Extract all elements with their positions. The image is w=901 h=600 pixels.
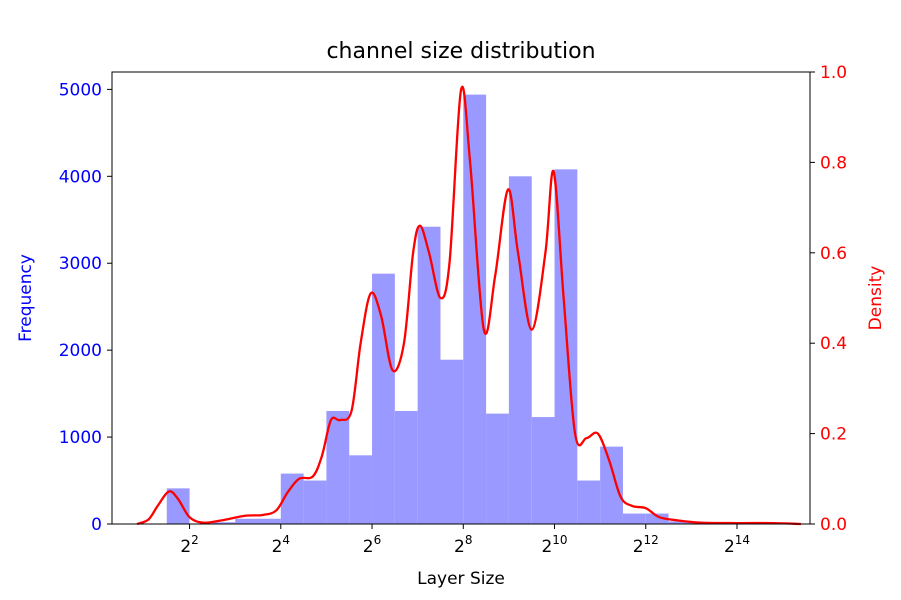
- histogram-bar: [166, 488, 190, 524]
- left-axis-ticks: 0 1000 2000 3000 4000 5000: [59, 80, 112, 535]
- histogram-bar: [645, 513, 669, 524]
- x-tick-label: 212: [633, 533, 659, 557]
- right-tick-label: 0.8: [820, 153, 847, 173]
- x-axis-ticks: 22 24 26 28 210 212 214: [180, 524, 750, 557]
- left-tick-label: 4000: [59, 167, 102, 187]
- histogram-bar: [577, 480, 601, 524]
- x-tick-label: 26: [363, 533, 381, 557]
- histogram-bar: [622, 513, 646, 524]
- histogram-bar: [372, 273, 395, 524]
- right-tick-label: 0.2: [820, 425, 847, 445]
- x-tick-label: 214: [724, 533, 750, 557]
- right-axis-ticks: 0.0 0.2 0.4 0.6 0.8 1.0: [810, 63, 847, 535]
- histogram-bar: [600, 446, 623, 524]
- histogram-bar: [257, 518, 281, 524]
- right-axis-label: Density: [866, 266, 886, 331]
- histogram-bar: [668, 521, 692, 524]
- x-tick-label: 24: [272, 533, 290, 557]
- histogram-bar: [280, 473, 304, 524]
- histogram-bar: [508, 176, 532, 524]
- chart-title: channel size distribution: [326, 39, 595, 64]
- histogram-bar: [486, 413, 509, 524]
- histogram-bar: [235, 518, 258, 524]
- plot-frame: [111, 71, 811, 525]
- histogram-bar: [463, 94, 487, 524]
- histogram-bar: [440, 359, 464, 524]
- left-tick-label: 3000: [59, 254, 102, 274]
- left-axis-label: Frequency: [16, 254, 36, 342]
- x-axis-label: Layer Size: [417, 569, 505, 589]
- x-tick-label: 22: [180, 533, 198, 557]
- x-tick-label: 210: [541, 533, 567, 557]
- histogram-bar: [394, 411, 418, 524]
- histogram-bar: [212, 522, 236, 524]
- histogram-bar: [417, 226, 441, 524]
- histogram-bar: [303, 480, 327, 524]
- histogram-bar: [531, 417, 555, 524]
- left-tick-label: 2000: [59, 341, 102, 361]
- histogram-bar: [349, 455, 373, 524]
- right-tick-label: 0.4: [820, 334, 847, 354]
- left-tick-label: 0: [91, 515, 102, 535]
- histogram-bar: [326, 411, 350, 524]
- left-tick-label: 5000: [59, 80, 102, 100]
- right-tick-label: 1.0: [820, 63, 847, 83]
- right-tick-label: 0.6: [820, 244, 847, 264]
- right-tick-label: 0.0: [820, 515, 847, 535]
- density-line: [136, 85, 801, 526]
- left-tick-label: 1000: [59, 428, 102, 448]
- x-tick-label: 28: [454, 533, 472, 557]
